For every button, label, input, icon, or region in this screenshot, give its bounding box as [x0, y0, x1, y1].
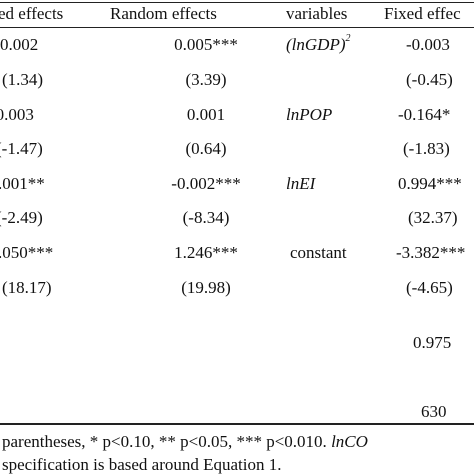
cell-r1-fixed-right: (-0.45)	[406, 70, 453, 89]
cell-r5-random: (-8.34)	[182, 208, 230, 227]
cell-r9-fixed-right: 630	[421, 402, 447, 421]
top-rule	[0, 2, 474, 3]
bottom-rule	[0, 423, 474, 425]
note-significance-text: parentheses, * p<0.10, ** p<0.05, *** p<…	[2, 432, 332, 451]
cell-r2-fixed-left: -0.003	[0, 105, 34, 124]
cell-r1-fixed-left: (1.34)	[2, 70, 44, 89]
cell-r2-fixed-right: -0.164*	[398, 105, 451, 124]
cell-r0-fixed-left: 0.002	[0, 35, 39, 54]
cell-r7-fixed-right: (-4.65)	[406, 278, 453, 297]
cell-r2-random: 0.001	[186, 105, 226, 124]
header-random-effects: Random effects	[110, 4, 217, 23]
cell-r4-fixed-right: 0.994***	[398, 174, 462, 193]
cell-r0-fixed-right: -0.003	[406, 35, 450, 54]
header-fixed-effects-left: ed effects	[0, 4, 64, 23]
cell-r4-fixed-left: .001**	[0, 174, 45, 193]
cell-r0-variable: (lnGDP)2	[286, 33, 351, 54]
cell-r2-variable: lnPOP	[286, 105, 333, 124]
cell-r3-fixed-right: (-1.83)	[403, 139, 450, 158]
header-variables: variables	[286, 4, 348, 23]
cell-r6-random: 1.246***	[174, 243, 238, 262]
table-note-line-1: parentheses, * p<0.10, ** p<0.05, *** p<…	[2, 433, 368, 450]
cell-r3-fixed-left: (-1.47)	[0, 139, 43, 158]
cell-r8-fixed-right: 0.975	[413, 333, 452, 352]
table-note-line-2: specification is based around Equation 1…	[2, 455, 282, 474]
cell-r6-variable: constant	[290, 243, 347, 262]
var-lngdp-label: (lnGDP)	[286, 35, 346, 54]
header-rule	[0, 27, 474, 28]
cell-r3-random: (0.64)	[185, 139, 227, 158]
cell-r0-random: 0.005***	[174, 35, 238, 54]
cell-r6-fixed-left: .050***	[0, 243, 54, 262]
note-dependent-var: lnCO	[331, 432, 368, 451]
cell-r5-fixed-right: (32.37)	[408, 208, 458, 227]
cell-r7-random: (19.98)	[181, 278, 231, 297]
cell-r6-fixed-right: -3.382***	[396, 243, 466, 262]
cell-r7-fixed-left: (18.17)	[2, 278, 52, 297]
var-lngdp-superscript: 2	[345, 33, 351, 44]
cell-r4-random: -0.002***	[171, 174, 241, 193]
cell-r1-random: (3.39)	[185, 70, 227, 89]
header-fixed-effects-right: Fixed effec	[384, 4, 461, 23]
cell-r4-variable: lnEI	[286, 174, 316, 193]
cell-r5-fixed-left: (-2.49)	[0, 208, 43, 227]
